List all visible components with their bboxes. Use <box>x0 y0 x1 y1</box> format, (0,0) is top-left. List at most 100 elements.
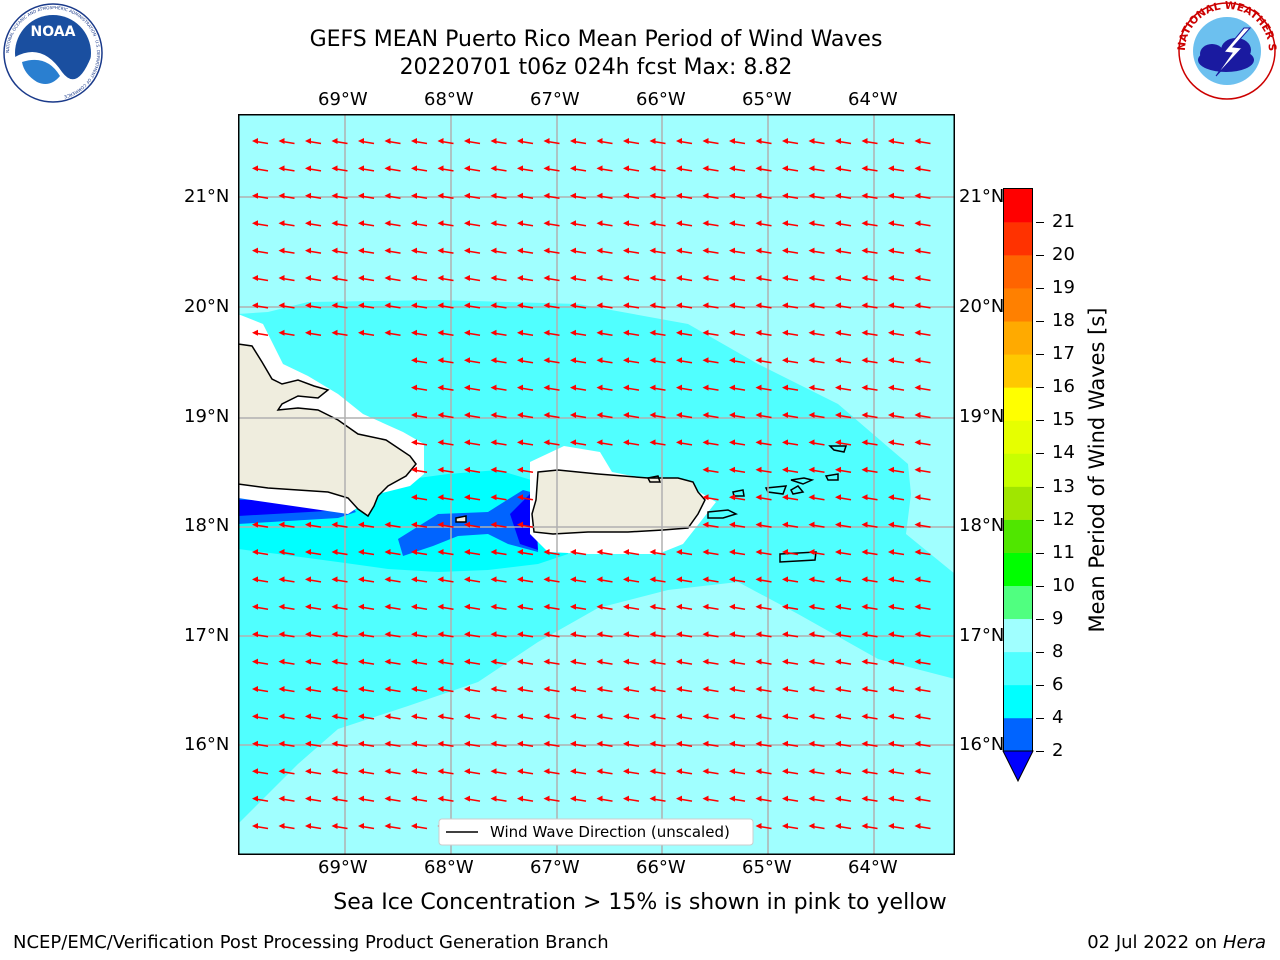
colorbar-tick-label: 15 <box>1052 409 1075 431</box>
wind-wave-arrow <box>914 439 931 446</box>
wind-wave-arrow <box>358 740 375 748</box>
wind-wave-arrow <box>543 275 560 282</box>
wind-wave-arrow <box>411 275 428 282</box>
wind-wave-arrow <box>808 220 825 227</box>
wind-wave-arrow <box>570 795 587 802</box>
colorbar-ticks: 2 4 6 8 9 10 11 12 13 14 15 16 17 18 19 20 21 <box>1036 0 1084 960</box>
wind-wave-arrow <box>702 466 719 474</box>
wind-wave-arrow <box>517 357 534 364</box>
wind-wave-arrow <box>808 357 825 364</box>
wind-wave-arrow <box>861 138 878 145</box>
wind-wave-arrow <box>808 494 825 501</box>
wind-wave-arrow <box>517 686 534 693</box>
wind-wave-arrow <box>252 576 269 583</box>
wind-wave-arrow <box>490 768 507 775</box>
wind-wave-arrow <box>490 740 507 748</box>
wind-wave-arrow <box>596 329 613 337</box>
wind-wave-arrow <box>729 631 746 638</box>
wind-wave-arrow <box>782 768 799 775</box>
wind-wave-arrow <box>729 192 746 200</box>
wind-wave-arrow <box>464 549 481 556</box>
wind-wave-arrow <box>914 686 931 693</box>
wind-wave-arrow <box>782 357 799 364</box>
wind-wave-arrow <box>729 329 746 337</box>
wind-wave-arrow <box>835 165 852 172</box>
wind-wave-arrow <box>835 275 852 282</box>
wind-wave-arrow <box>755 549 772 556</box>
wind-wave-arrow <box>596 658 613 665</box>
wind-wave-arrow <box>437 494 454 501</box>
map-frame <box>238 114 955 855</box>
wind-wave-arrow <box>755 686 772 693</box>
lat-tick-left: 17°N <box>184 625 230 646</box>
svg-text:NOAA: NOAA <box>31 24 76 40</box>
wind-wave-arrow <box>358 823 375 830</box>
wind-wave-arrow <box>596 686 613 693</box>
wind-wave-arrow <box>649 138 666 145</box>
wind-wave-arrow <box>331 329 348 337</box>
wind-wave-arrow <box>543 549 560 556</box>
wind-wave-arrow <box>888 220 905 227</box>
wind-wave-arrow <box>623 439 640 446</box>
wind-wave-arrow <box>411 466 428 474</box>
wind-wave-arrow <box>782 521 799 528</box>
wind-wave-arrow <box>676 576 693 583</box>
wind-wave-arrow <box>888 384 905 391</box>
wind-wave-arrow <box>835 795 852 802</box>
wind-wave-arrow <box>835 494 852 501</box>
wind-wave-arrow <box>623 686 640 693</box>
wind-wave-arrow <box>384 302 401 309</box>
wind-wave-arrow <box>490 247 507 254</box>
wind-wave-arrow <box>835 384 852 391</box>
colorbar-segment <box>1003 717 1033 752</box>
wind-wave-arrow <box>358 138 375 145</box>
wind-wave-arrow <box>464 603 481 611</box>
wind-wave-arrow <box>570 631 587 638</box>
wind-wave-arrow <box>437 466 454 474</box>
wind-wave-arrow <box>914 329 931 337</box>
wind-wave-arrow <box>782 275 799 282</box>
wind-wave-arrow <box>808 466 825 474</box>
wind-wave-arrow <box>623 357 640 364</box>
colorbar-tick-mark <box>1036 717 1044 719</box>
wind-wave-arrow <box>596 713 613 720</box>
wind-wave-arrow <box>570 576 587 583</box>
wind-wave-arrow <box>411 412 428 419</box>
wind-wave-arrow <box>729 165 746 172</box>
wind-wave-arrow <box>543 384 560 391</box>
colorbar-tick-mark <box>1036 486 1044 488</box>
wind-wave-arrow <box>676 795 693 802</box>
colorbar-tick-label: 16 <box>1052 376 1075 398</box>
wind-wave-arrow <box>252 247 269 254</box>
wind-wave-arrow <box>358 247 375 254</box>
wind-wave-arrow <box>861 795 878 802</box>
wind-wave-arrow <box>914 603 931 611</box>
lon-tick-bottom: 69°W <box>318 857 368 878</box>
colorbar-segment <box>1003 684 1033 719</box>
lat-tick-right: 18°N <box>959 515 1003 536</box>
wind-wave-arrow <box>755 466 772 474</box>
wind-wave-arrow <box>305 220 322 227</box>
wind-wave-arrow <box>888 439 905 446</box>
wind-wave-arrow <box>888 631 905 638</box>
wind-wave-arrow <box>808 713 825 720</box>
wind-wave-arrow <box>861 576 878 583</box>
footer-date: 02 Jul 2022 on Hera <box>1087 932 1266 953</box>
wind-wave-arrow <box>649 631 666 638</box>
wind-wave-arrow <box>755 439 772 446</box>
wind-wave-arrow <box>623 412 640 419</box>
wind-wave-arrow <box>888 713 905 720</box>
wind-wave-arrow <box>861 603 878 611</box>
noaa-logo: NOAA NATIONAL OCEANIC AND ATMOSPHERIC AD… <box>2 2 104 104</box>
wind-wave-arrow <box>278 740 295 748</box>
wind-wave-arrow <box>517 521 534 528</box>
wind-wave-arrow <box>649 740 666 748</box>
wind-wave-arrow <box>649 603 666 611</box>
wind-wave-arrow <box>490 275 507 282</box>
wind-wave-arrow <box>358 549 375 556</box>
wind-wave-arrow <box>331 603 348 611</box>
colorbar-tick-mark <box>1036 552 1044 554</box>
wind-wave-arrow <box>543 795 560 802</box>
colorbar-tick-mark <box>1036 354 1044 356</box>
wind-wave-arrow <box>888 192 905 200</box>
